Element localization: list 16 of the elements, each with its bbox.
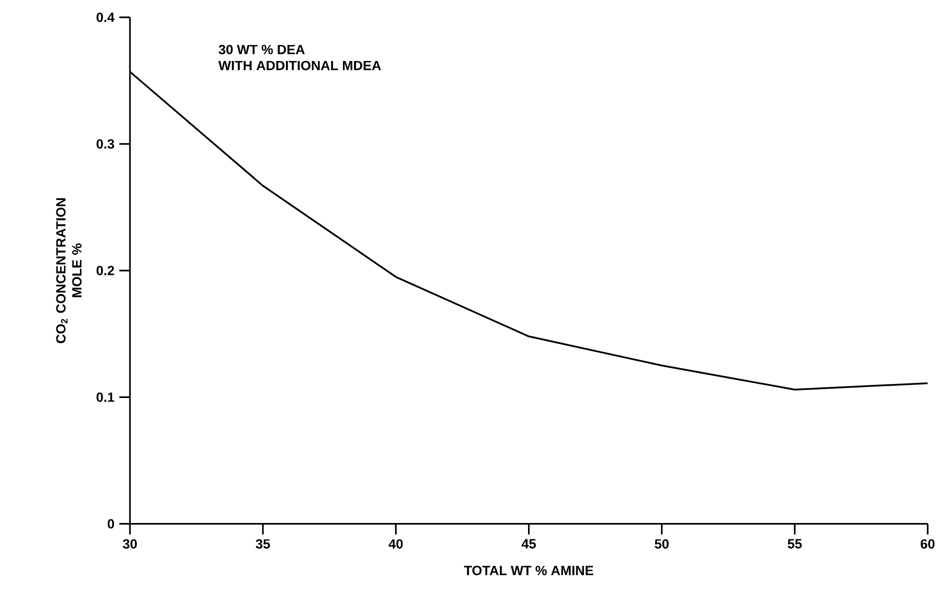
x-tick-label: 35 [256,539,270,549]
x-tick-label: 55 [788,539,802,549]
x-tick-label: 50 [654,539,669,549]
y-tick-label: 0.1 [96,392,114,402]
x-tick-label: 60 [920,539,935,549]
annotation: 30 WT % DEA [218,44,305,54]
y-tick-label: 0.3 [96,139,114,149]
x-tick-label: 45 [522,539,536,549]
y-tick-label: 0.2 [96,266,114,276]
x-tick-label: 30 [122,539,137,549]
x-axis-title: TOTAL WT % AMINE [464,566,594,576]
x-tick-label: 40 [388,539,403,549]
y-axis-title: CO$_{2}$ CONCENTRATION MOLE % [56,198,82,344]
y-tick-label: 0.4 [96,12,115,22]
y-tick-label: 0 [108,519,114,529]
annotation: WITH ADDITIONAL MDEA [218,60,381,70]
